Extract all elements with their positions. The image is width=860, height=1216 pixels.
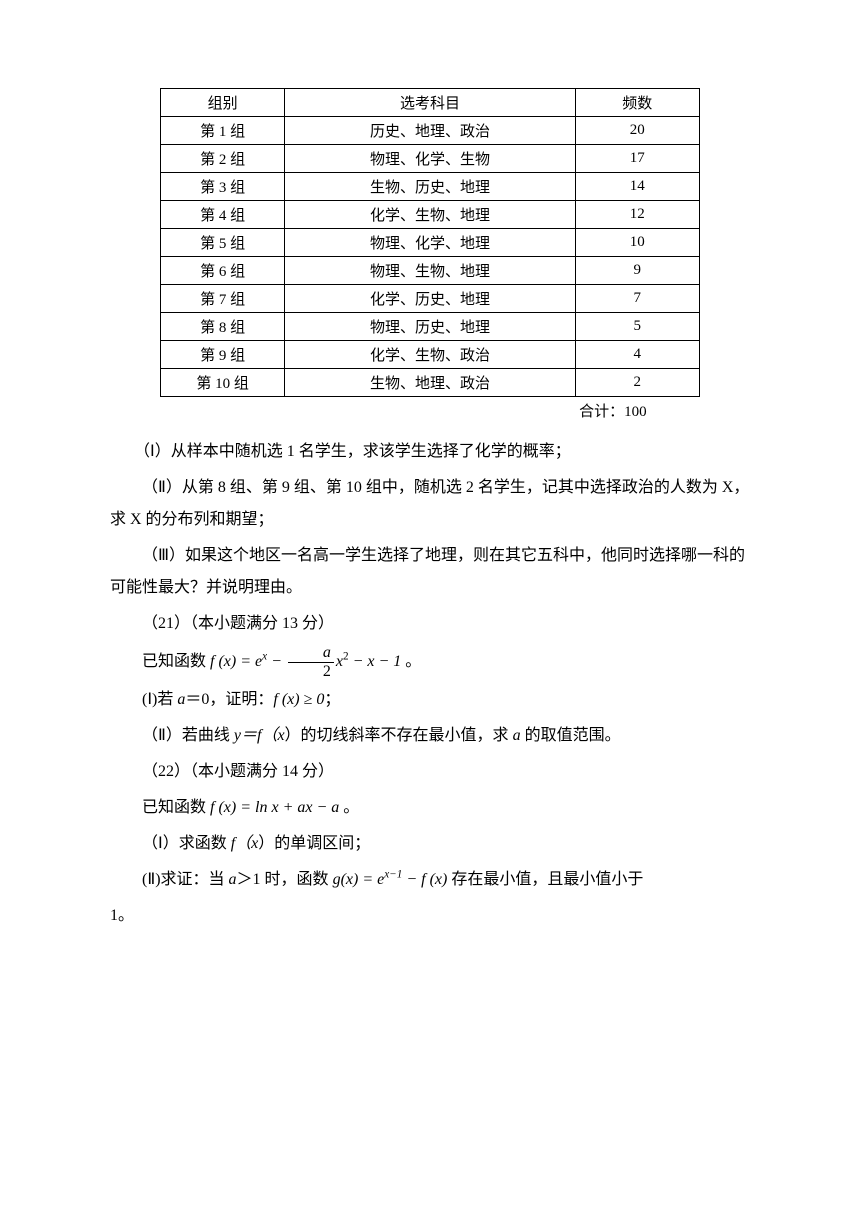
math-fx2: f（x: [231, 835, 259, 852]
problem-21-header: （21）（本小题满分 13 分）: [110, 608, 750, 640]
math-a2: a: [513, 727, 521, 744]
cell-group: 第 6 组: [161, 257, 285, 285]
cell-subject: 历史、地理、政治: [285, 117, 575, 145]
math-lhs: f (x) = e: [210, 653, 262, 670]
problem-21-part2: （Ⅱ）若曲线 y＝f（x）的切线斜率不存在最小值，求 a 的取值范围。: [110, 720, 750, 752]
table-row: 第 3 组生物、历史、地理14: [161, 173, 700, 201]
problem-21-function: 已知函数 f (x) = ex − a2x2 − x − 1 。: [110, 644, 750, 680]
table-header-row: 组别 选考科目 频数: [161, 89, 700, 117]
problem-22-part2: (Ⅱ)求证：当 a＞1 时，函数 g(x) = ex−1 − f (x) 存在最…: [110, 864, 750, 896]
subject-frequency-table: 组别 选考科目 频数 第 1 组历史、地理、政治20 第 2 组物理、化学、生物…: [160, 88, 700, 424]
table-row: 第 2 组物理、化学、生物17: [161, 145, 700, 173]
cell-group: 第 9 组: [161, 341, 285, 369]
cell-freq: 10: [575, 229, 699, 257]
gx-sup: x−1: [384, 869, 402, 881]
text-suffix: ）的单调区间；: [258, 835, 370, 852]
text-suffix: 的取值范围。: [521, 727, 621, 744]
gx-lhs: g(x) = e: [333, 871, 385, 888]
cell-subject: 生物、地理、政治: [285, 369, 575, 397]
cell-subject: 物理、历史、地理: [285, 313, 575, 341]
text-suffix: ；: [324, 691, 340, 708]
cell-freq: 17: [575, 145, 699, 173]
math-term: x: [336, 653, 343, 670]
header-subject: 选考科目: [285, 89, 575, 117]
total-cell: 合计：100: [575, 397, 699, 425]
header-group: 组别: [161, 89, 285, 117]
text-prefix: (Ⅱ)求证：当: [142, 871, 229, 888]
text-mid: ）的切线斜率不存在最小值，求: [285, 727, 513, 744]
table-total-row: 合计：100: [161, 397, 700, 425]
cell-group: 第 4 组: [161, 201, 285, 229]
table-row: 第 1 组历史、地理、政治20: [161, 117, 700, 145]
table-row: 第 7 组化学、历史、地理7: [161, 285, 700, 313]
question-1: （Ⅰ）从样本中随机选 1 名学生，求该学生选择了化学的概率；: [110, 436, 750, 468]
text-prefix: (Ⅰ)若: [142, 691, 177, 708]
cell-group: 第 1 组: [161, 117, 285, 145]
cell-freq: 12: [575, 201, 699, 229]
text-mid: ＞1 时，函数: [237, 871, 333, 888]
cell-freq: 5: [575, 313, 699, 341]
math-fx-ge0: f (x) ≥ 0: [273, 691, 324, 708]
text-prefix: 已知函数: [142, 799, 210, 816]
cell-freq: 2: [575, 369, 699, 397]
math-y-fx: y＝f（x: [234, 727, 285, 744]
cell-subject: 化学、生物、政治: [285, 341, 575, 369]
text-suffix: 存在最小值，且最小值小于: [447, 871, 643, 888]
cell-freq: 14: [575, 173, 699, 201]
problem-22-header: （22）（本小题满分 14 分）: [110, 756, 750, 788]
text-mid: ＝0，证明：: [185, 691, 273, 708]
math-a3: a: [229, 871, 237, 888]
text-prefix: （Ⅱ）若曲线: [142, 727, 234, 744]
cell-freq: 4: [575, 341, 699, 369]
table-row: 第 10 组生物、地理、政治2: [161, 369, 700, 397]
math-f21: f (x) = ex − a2x2 − x − 1: [210, 653, 405, 670]
text-prefix: （Ⅰ）求函数: [142, 835, 231, 852]
math-f22: f (x) = ln x + ax − a: [210, 799, 339, 816]
cell-group: 第 8 组: [161, 313, 285, 341]
header-frequency: 频数: [575, 89, 699, 117]
question-2: （Ⅱ）从第 8 组、第 9 组、第 10 组中，随机选 2 名学生，记其中选择政…: [110, 472, 750, 536]
question-3: （Ⅲ）如果这个地区一名高一学生选择了地理，则在其它五科中，他同时选择哪一科的可能…: [110, 540, 750, 604]
gx-rhs: − f (x): [402, 871, 447, 888]
cell-group: 第 10 组: [161, 369, 285, 397]
cell-group: 第 3 组: [161, 173, 285, 201]
cell-freq: 9: [575, 257, 699, 285]
math-minus: −: [267, 653, 286, 670]
text-prefix: 已知函数: [142, 653, 210, 670]
frac-den: 2: [288, 663, 334, 681]
text-suffix: 。: [405, 653, 421, 670]
cell-subject: 生物、历史、地理: [285, 173, 575, 201]
cell-subject: 化学、历史、地理: [285, 285, 575, 313]
math-term3: − x − 1: [349, 653, 402, 670]
cell-group: 第 5 组: [161, 229, 285, 257]
frac-num: a: [288, 644, 334, 663]
text-suffix: 。: [339, 799, 359, 816]
problem-21-part1: (Ⅰ)若 a＝0，证明：f (x) ≥ 0；: [110, 684, 750, 716]
cell-group: 第 7 组: [161, 285, 285, 313]
table-row: 第 4 组化学、生物、地理12: [161, 201, 700, 229]
table-row: 第 8 组物理、历史、地理5: [161, 313, 700, 341]
cell-subject: 物理、化学、生物: [285, 145, 575, 173]
problem-22-part1: （Ⅰ）求函数 f（x）的单调区间；: [110, 828, 750, 860]
cell-freq: 7: [575, 285, 699, 313]
math-fraction: a2: [288, 644, 334, 680]
table-row: 第 5 组物理、化学、地理10: [161, 229, 700, 257]
table-row: 第 6 组物理、生物、地理9: [161, 257, 700, 285]
cell-subject: 物理、生物、地理: [285, 257, 575, 285]
cell-freq: 20: [575, 117, 699, 145]
cell-subject: 物理、化学、地理: [285, 229, 575, 257]
table-row: 第 9 组化学、生物、政治4: [161, 341, 700, 369]
math-gx: g(x) = ex−1 − f (x): [333, 871, 448, 888]
cell-subject: 化学、生物、地理: [285, 201, 575, 229]
problem-22-part2-cont: 1。: [110, 900, 750, 932]
problem-22-function: 已知函数 f (x) = ln x + ax − a 。: [110, 792, 750, 824]
cell-group: 第 2 组: [161, 145, 285, 173]
